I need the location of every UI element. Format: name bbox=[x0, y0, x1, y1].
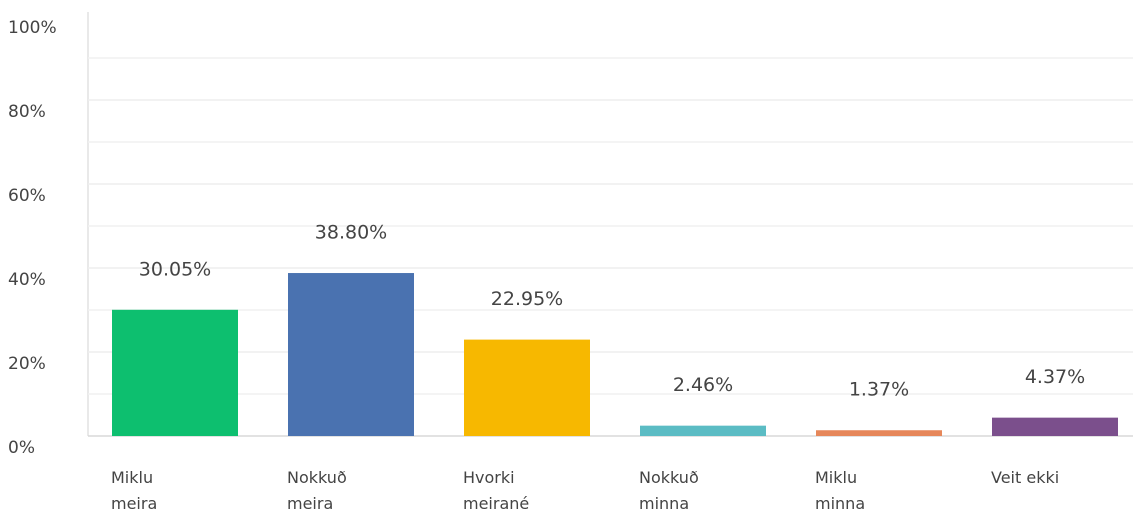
x-tick-label: Veit ekki bbox=[991, 468, 1060, 487]
value-label: 30.05% bbox=[139, 258, 211, 280]
y-tick-label: 100% bbox=[8, 18, 57, 38]
x-tick-label: Nokkuð meira bbox=[287, 468, 347, 513]
bar bbox=[640, 425, 766, 436]
bar bbox=[464, 339, 590, 436]
x-tick-label: Miklu minna bbox=[815, 468, 866, 513]
x-tick-label: Miklu meira bbox=[111, 468, 158, 513]
bar bbox=[816, 430, 942, 436]
value-label: 1.37% bbox=[849, 379, 909, 401]
y-tick-label: 60% bbox=[8, 186, 46, 206]
value-label: 22.95% bbox=[491, 288, 563, 310]
bar bbox=[112, 309, 238, 436]
x-tick-label: Hvorki meirané bbox=[463, 468, 530, 513]
value-label: 4.37% bbox=[1025, 366, 1085, 388]
x-tick-label: Nokkuð minna bbox=[639, 468, 699, 513]
y-tick-label: 0% bbox=[8, 438, 35, 458]
y-tick-label: 80% bbox=[8, 102, 46, 122]
y-tick-label: 40% bbox=[8, 270, 46, 290]
y-tick-label: 20% bbox=[8, 354, 46, 374]
bar bbox=[992, 417, 1118, 436]
value-label: 2.46% bbox=[673, 374, 733, 396]
bar bbox=[288, 273, 414, 436]
value-label: 38.80% bbox=[315, 222, 387, 244]
